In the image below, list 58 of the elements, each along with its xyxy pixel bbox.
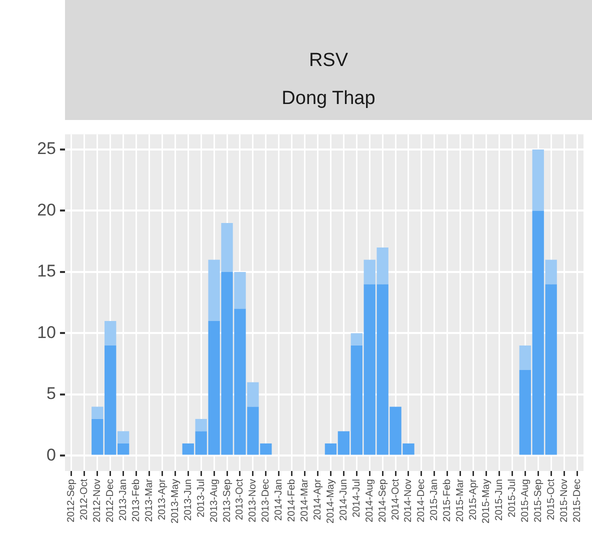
x-tick-label: 2013-Jun bbox=[182, 479, 194, 521]
bar bbox=[350, 333, 362, 346]
x-tick-label: 2015-Aug bbox=[520, 479, 531, 522]
y-tick-label: 15 bbox=[37, 262, 56, 281]
x-tick-label: 2014-Feb bbox=[286, 478, 298, 522]
x-tick-label: 2013-Jul bbox=[196, 479, 207, 518]
x-tick-label: 2015-Apr bbox=[468, 478, 480, 520]
x-tick-label: 2013-Mar bbox=[144, 478, 156, 522]
x-tick-label: 2012-Nov bbox=[92, 479, 104, 522]
x-tick-label: 2015-Dec bbox=[572, 479, 583, 522]
y-tick-label: 5 bbox=[46, 384, 56, 404]
bar bbox=[519, 345, 531, 370]
x-tick-label: 2013-Dec bbox=[260, 479, 272, 522]
x-tick-label: 2013-Sep bbox=[222, 478, 233, 522]
x-tick-label: 2012-Oct bbox=[79, 478, 90, 520]
x-tick-label: 2014-Dec bbox=[416, 479, 428, 522]
x-tick-label: 2015-Nov bbox=[558, 479, 570, 522]
x-tick-label: 2015-Jan bbox=[429, 479, 440, 521]
bar bbox=[532, 150, 544, 211]
x-tick-label: 2014-Aug bbox=[364, 479, 376, 522]
x-tick-label: 2012-Sep bbox=[66, 478, 78, 522]
x-tick-label: 2015-May bbox=[481, 479, 492, 524]
x-tick-label: 2013-Aug bbox=[208, 479, 220, 522]
bar bbox=[104, 320, 116, 346]
x-tick-label: 2014-May bbox=[325, 479, 336, 524]
y-tick-label: 0 bbox=[46, 445, 56, 464]
x-tick-label: 2013-Jan bbox=[118, 479, 130, 521]
x-tick-label: 2015-Jun bbox=[494, 479, 505, 521]
x-tick-label: 2015-Oct bbox=[546, 478, 557, 520]
x-tick-label: 2014-Mar bbox=[300, 478, 311, 522]
y-tick-label: 25 bbox=[37, 139, 56, 158]
x-tick-label: 2015-Jul bbox=[506, 479, 518, 518]
x-tick-label: 2013-Nov bbox=[248, 479, 259, 522]
x-tick-label: 2012-Dec bbox=[105, 479, 116, 522]
x-tick-label: 2014-Jul bbox=[351, 479, 362, 518]
bar bbox=[247, 382, 259, 407]
chart-title: RSV bbox=[308, 50, 350, 72]
x-tick-label: 2014-Jan bbox=[274, 479, 285, 521]
bar bbox=[545, 260, 557, 284]
x-tick-label: 2013-May bbox=[170, 479, 181, 524]
x-tick-label: 2014-Jun bbox=[338, 479, 350, 521]
x-tick-label: 2015-Sep bbox=[532, 478, 544, 522]
x-tick-label: 2013-Feb bbox=[131, 478, 142, 522]
y-tick-label: 20 bbox=[37, 200, 56, 220]
bar bbox=[92, 406, 104, 419]
x-tick-label: 2014-Nov bbox=[403, 479, 414, 522]
bar bbox=[234, 272, 246, 309]
x-tick-label: 2014-Sep bbox=[377, 478, 388, 522]
x-tick-label: 2015-Feb bbox=[442, 478, 454, 522]
bar bbox=[195, 418, 207, 432]
bar bbox=[117, 431, 130, 444]
x-tick-label: 2013-Apr bbox=[156, 478, 168, 520]
x-tick-label: 2014-Apr bbox=[312, 478, 324, 520]
x-tick-label: 2015-Mar bbox=[455, 478, 466, 522]
chart-subtitle: Dong Thap bbox=[280, 88, 376, 110]
y-tick-label: 10 bbox=[37, 322, 56, 342]
x-tick-label: 2014-Oct bbox=[390, 478, 402, 520]
x-tick-label: 2013-Oct bbox=[234, 478, 246, 520]
